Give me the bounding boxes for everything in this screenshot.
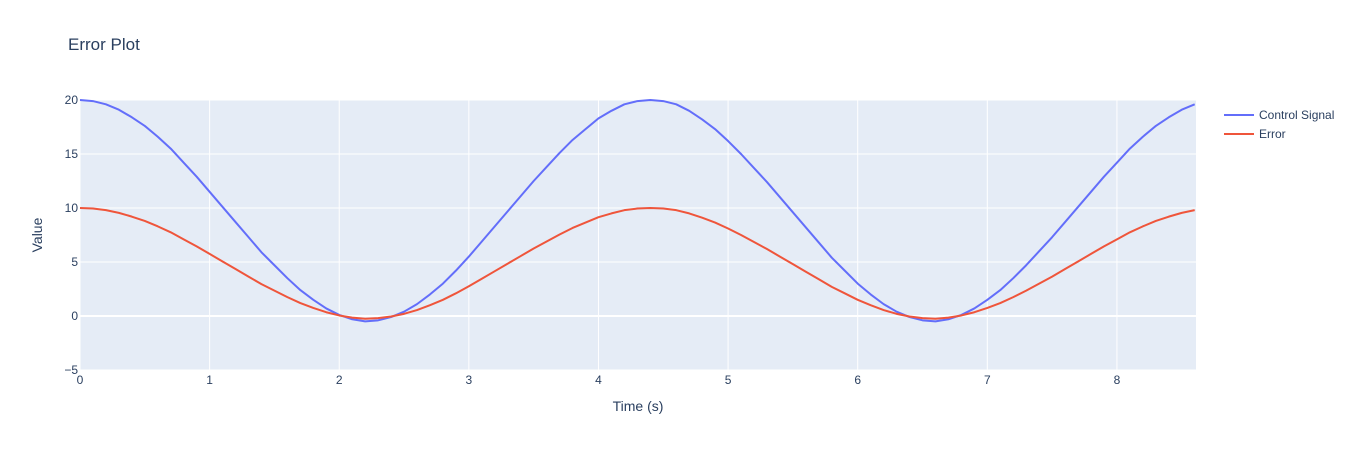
x-tick-label: 3 (466, 373, 473, 387)
legend-label: Control Signal (1259, 108, 1334, 122)
legend: Control Signal Error (1224, 108, 1334, 141)
y-tick-label: 0 (71, 309, 78, 323)
x-tick-label: 0 (77, 373, 84, 387)
series-line-control-signal (79, 99, 1196, 323)
x-tick-label: 7 (984, 373, 991, 387)
y-tick-label: 20 (65, 93, 79, 107)
x-axis-label: Time (s) (613, 398, 664, 414)
y-tick-label: 5 (71, 255, 78, 269)
y-tick-label: 10 (65, 201, 79, 215)
x-tick-label: 4 (595, 373, 602, 387)
x-tick-label: 8 (1114, 373, 1121, 387)
y-tick-label: 15 (65, 147, 79, 161)
series-lines (79, 99, 1196, 323)
series-line-error (79, 207, 1195, 320)
chart-title: Error Plot (68, 35, 140, 54)
legend-label: Error (1259, 127, 1286, 141)
plot-area (80, 100, 1196, 370)
y-tick-label: −5 (64, 363, 78, 377)
y-axis-label: Value (29, 217, 45, 252)
x-tick-label: 1 (206, 373, 213, 387)
x-tick-label: 6 (854, 373, 861, 387)
grid-lines (79, 99, 1196, 371)
x-tick-label: 5 (725, 373, 732, 387)
x-tick-label: 2 (336, 373, 343, 387)
